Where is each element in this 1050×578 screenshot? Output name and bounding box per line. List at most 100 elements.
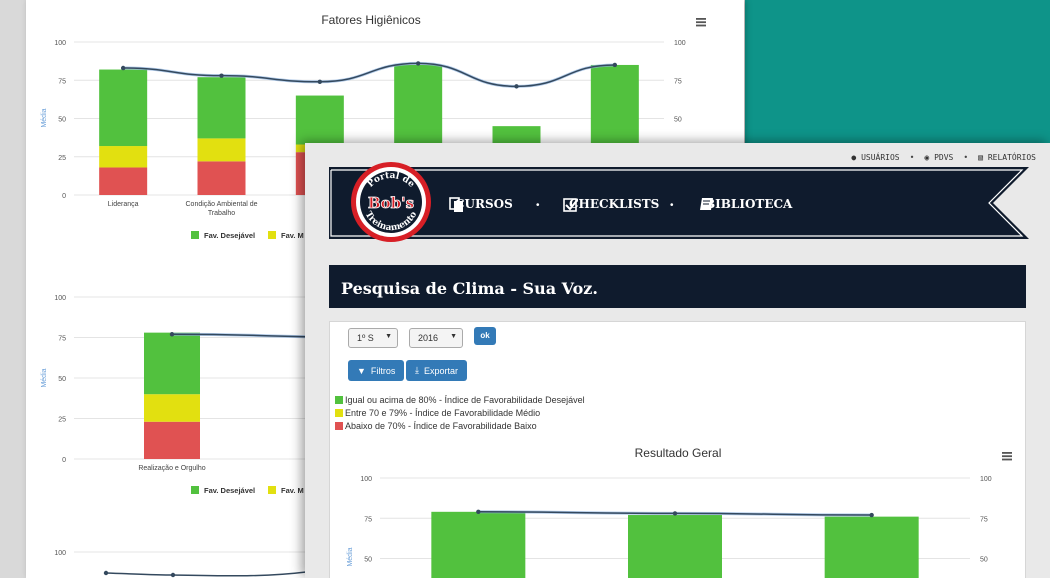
legend-label: Fav. M xyxy=(281,231,304,240)
y-tick-label-right: 50 xyxy=(674,117,682,124)
bar-segment xyxy=(99,167,148,195)
user-icon: ● xyxy=(851,153,857,162)
legend-item: Igual ou acima de 80% - Índice de Favora… xyxy=(335,394,585,407)
bar-segment xyxy=(99,69,148,147)
main-banner: Portal de Treinamento Bob's CURSOS • CHE… xyxy=(329,162,1029,242)
y-tick-label: 100 xyxy=(360,476,372,483)
data-point xyxy=(317,79,323,84)
year-select[interactable]: 2016 ▼ xyxy=(409,328,463,348)
legend-item: Abaixo de 70% - Índice de Favorabilidade… xyxy=(335,420,585,433)
y-tick-label-right: 75 xyxy=(980,516,988,523)
y-tick-label-right: 100 xyxy=(980,476,992,483)
menu-icon xyxy=(696,21,706,24)
portal-bobs-logo[interactable]: Portal de Treinamento Bob's xyxy=(349,160,433,244)
y-tick-label: 75 xyxy=(58,336,66,343)
x-tick-label: Condição Ambiental de xyxy=(186,201,258,208)
chevron-down-icon: ▼ xyxy=(385,333,392,340)
data-point xyxy=(476,509,481,515)
legend-label: Fav. Desejável xyxy=(204,231,255,240)
legend-swatch xyxy=(191,231,199,239)
nav-bullet: • xyxy=(536,200,540,211)
y-axis-label: Média xyxy=(41,108,48,127)
bar-segment xyxy=(144,394,200,422)
data-point xyxy=(869,512,874,518)
data-point xyxy=(120,65,126,71)
nav-biblioteca[interactable]: BIBLIOTECA xyxy=(699,197,792,211)
nav-link-pdvs[interactable]: ◉ PDVS xyxy=(924,153,954,162)
svg-text:Bob's: Bob's xyxy=(368,194,414,212)
x-tick-label: Liderança xyxy=(108,201,139,208)
nav-separator: • xyxy=(909,153,915,162)
menu-icon xyxy=(696,18,706,20)
filtros-button[interactable]: ▼ Filtros xyxy=(348,360,405,381)
front-window: ● USUÁRIOS • ◉ PDVS • ▧ RELATÓRIOS xyxy=(305,143,1050,578)
legend-swatch xyxy=(268,486,276,494)
menu-icon xyxy=(696,24,706,27)
red-swatch xyxy=(335,422,343,430)
ok-button[interactable]: ok xyxy=(474,327,496,345)
bar-segment xyxy=(144,332,200,395)
y-tick-label-right: 75 xyxy=(674,78,682,85)
report-panel: 1º S ▼ 2016 ▼ ok ▼ Filtros ⤓ Exportar Ig… xyxy=(329,321,1026,578)
x-tick-label: Realização e Orgulho xyxy=(138,465,205,472)
nav-cursos[interactable]: CURSOS xyxy=(449,197,513,212)
resultado-geral-chart: Resultado Geral Média 100 100 75 75 50 50 xyxy=(347,446,1012,578)
nav-link-relatorios[interactable]: ▧ RELATÓRIOS xyxy=(978,153,1036,162)
legend-label: Fav. M xyxy=(281,486,304,495)
data-point xyxy=(219,73,224,78)
bar-segment xyxy=(144,421,200,459)
y-axis-label: Média xyxy=(41,368,48,387)
y-tick-label: 0 xyxy=(62,457,66,464)
data-point xyxy=(672,511,678,516)
data-point xyxy=(170,572,176,578)
bar-chart-icon: ▧ xyxy=(978,153,983,162)
chart-title: Fatores Higiênicos xyxy=(321,13,420,27)
y-tick-label-right: 50 xyxy=(980,557,988,564)
y-tick-label: 0 xyxy=(62,193,66,200)
y-tick-label-right: 100 xyxy=(674,40,686,47)
green-swatch xyxy=(335,396,343,404)
average-line xyxy=(105,571,307,577)
nav-checklists[interactable]: CHECKLISTS xyxy=(563,197,659,212)
chevron-down-icon: ▼ xyxy=(450,333,457,340)
target-icon: ◉ xyxy=(924,153,930,162)
y-tick-label: 50 xyxy=(58,117,66,124)
y-tick-label: 100 xyxy=(54,550,66,557)
y-tick-label: 100 xyxy=(54,40,66,47)
y-tick-label: 25 xyxy=(58,155,66,162)
data-point xyxy=(415,61,421,66)
bar-segment xyxy=(295,95,344,145)
exportar-button[interactable]: ⤓ Exportar xyxy=(406,360,467,381)
chart-title: Resultado Geral xyxy=(635,446,722,460)
average-line xyxy=(123,62,615,88)
nav-separator: • xyxy=(963,153,969,162)
nav-bullet: • xyxy=(670,200,674,211)
data-point xyxy=(169,332,175,337)
legend-label: Fav. Desejável xyxy=(204,486,255,495)
yellow-swatch xyxy=(335,409,343,417)
nav-link-usuarios[interactable]: ● USUÁRIOS xyxy=(851,153,900,162)
favorability-legend: Igual ou acima de 80% - Índice de Favora… xyxy=(335,394,585,433)
top-nav: ● USUÁRIOS • ◉ PDVS • ▧ RELATÓRIOS xyxy=(851,153,1036,162)
menu-icon xyxy=(1002,455,1012,458)
page-title: Pesquisa de Clima - Sua Voz. xyxy=(329,265,1026,308)
filter-icon: ▼ xyxy=(357,365,366,376)
bar-segment xyxy=(628,515,722,578)
y-tick-label: 50 xyxy=(58,376,66,383)
data-point xyxy=(103,570,109,576)
semester-select[interactable]: 1º S ▼ xyxy=(348,328,398,348)
data-point xyxy=(514,84,519,89)
y-tick-label: 75 xyxy=(364,516,372,523)
bar-segment xyxy=(197,77,246,139)
download-icon: ⤓ xyxy=(415,365,419,375)
y-axis-label: Média xyxy=(347,547,354,566)
y-tick-label: 75 xyxy=(58,78,66,85)
y-tick-label: 100 xyxy=(54,295,66,302)
legend-swatch xyxy=(191,486,199,494)
data-point xyxy=(612,62,618,68)
bar-segment xyxy=(197,161,246,195)
menu-icon xyxy=(1002,452,1012,454)
banner-shape xyxy=(329,167,1029,239)
y-tick-label: 50 xyxy=(364,557,372,564)
legend-swatch xyxy=(268,231,276,239)
